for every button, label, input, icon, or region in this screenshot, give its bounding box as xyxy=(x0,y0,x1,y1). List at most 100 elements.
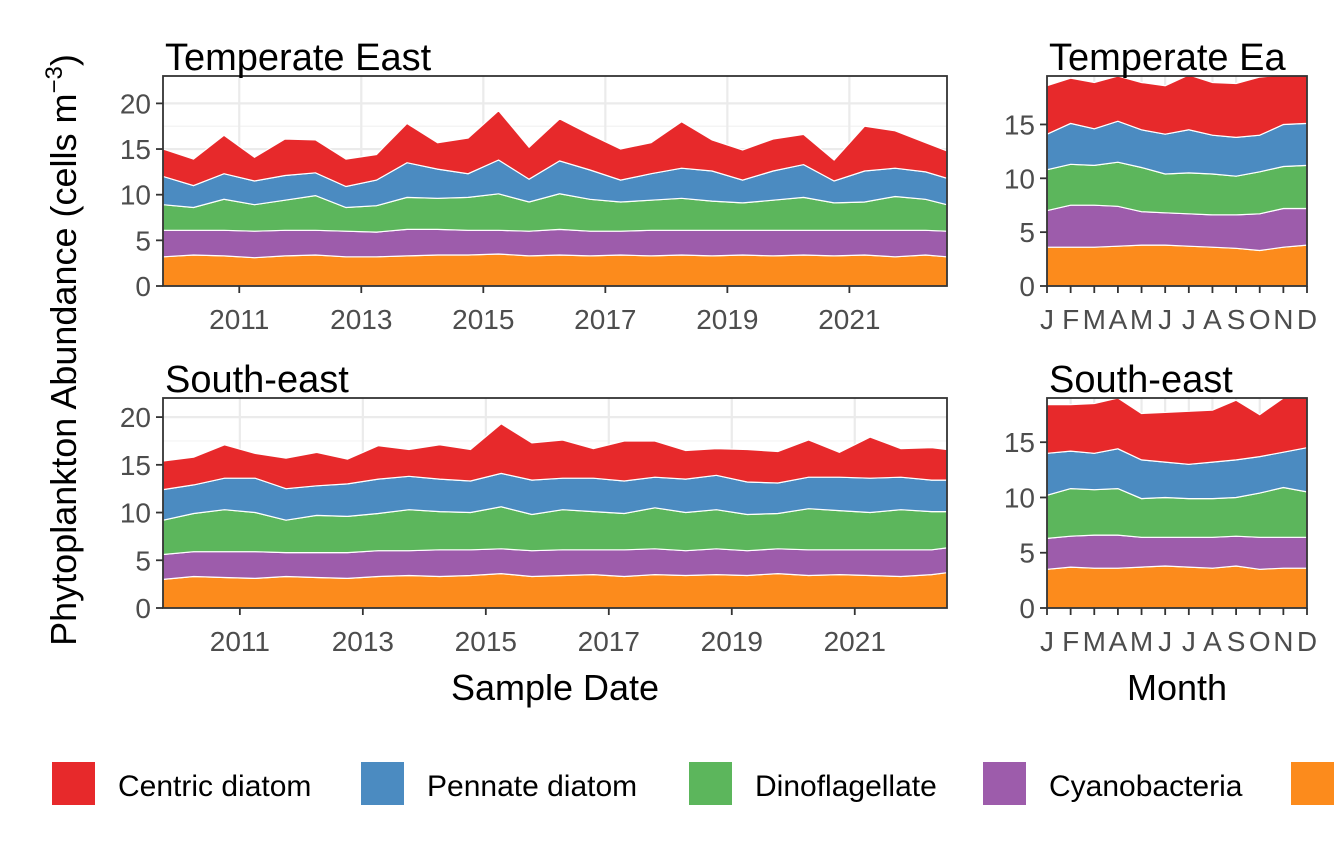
panel-temperate-east-timeseries: 0 5 10 15 20 2011 2013 2015 2017 2019 2021 Temperat… xyxy=(120,37,948,335)
x-tick-label: O xyxy=(1249,304,1271,335)
y-tick-label: 0 xyxy=(135,271,151,302)
x-tick-label: A xyxy=(1109,626,1128,657)
x-tick-label: 2021 xyxy=(818,304,880,335)
panel-border xyxy=(1046,75,1308,287)
legend-item: Centric diatom xyxy=(52,762,311,805)
x-tick-label: M xyxy=(1083,304,1106,335)
x-tick-label: F xyxy=(1062,626,1079,657)
x-tick-label: N xyxy=(1273,304,1293,335)
x-tick-label: 2015 xyxy=(452,304,514,335)
area-centric-diatom xyxy=(163,109,947,188)
x-tick-label: A xyxy=(1109,304,1128,335)
x-tick-label: 2019 xyxy=(696,304,758,335)
y-tick-label: 15 xyxy=(1004,109,1035,140)
x-tick-label: M xyxy=(1130,626,1153,657)
x-tick-label: J xyxy=(1158,304,1172,335)
x-tick-label: 2011 xyxy=(210,626,270,657)
area-unlabelled xyxy=(163,572,947,608)
stacked-areas xyxy=(163,423,947,608)
x-axis-title-month: Month xyxy=(1127,667,1227,708)
y-tick-label: 15 xyxy=(120,450,151,481)
panel-title-south-east-monthly: South-east xyxy=(1049,359,1233,401)
legend-label: Pennate diatom xyxy=(427,770,637,803)
x-tick-label: 2017 xyxy=(574,304,636,335)
y-tick-label: 15 xyxy=(120,134,151,165)
area-centric-diatom xyxy=(163,423,947,491)
x-tick-label: 2021 xyxy=(824,626,886,657)
legend-swatch xyxy=(52,762,95,805)
area-unlabelled xyxy=(1047,244,1307,286)
x-tick-label: 2013 xyxy=(332,626,394,657)
area-centric-diatom xyxy=(1047,76,1307,139)
stacked-areas xyxy=(163,109,947,286)
area-cyanobacteria xyxy=(1047,534,1307,570)
x-tick-label: J xyxy=(1182,304,1196,335)
panel-title-temperate-east-monthly: Temperate Ea xyxy=(1049,37,1286,79)
legend-swatch xyxy=(983,762,1026,805)
y-tick-label: 10 xyxy=(120,498,151,529)
x-tick-label: J xyxy=(1040,626,1054,657)
panel-border xyxy=(162,75,948,287)
x-tick-label: A xyxy=(1203,304,1222,335)
x-tick-label: D xyxy=(1297,304,1317,335)
legend: Centric diatom Pennate diatom Dinoflagella… xyxy=(52,762,1334,805)
legend-item xyxy=(1291,762,1334,805)
x-tick-label: J xyxy=(1158,626,1172,657)
x-tick-label: M xyxy=(1130,304,1153,335)
panel-border xyxy=(1046,397,1308,609)
x-tick-label: 2013 xyxy=(330,304,392,335)
x-tick-label: 2015 xyxy=(455,626,517,657)
legend-label: Dinoflagellate xyxy=(755,770,937,803)
x-tick-label: J xyxy=(1182,626,1196,657)
y-tick-label: 5 xyxy=(1019,217,1035,248)
y-axis-title-main: Phytoplankton Abundance (cells m xyxy=(43,94,84,646)
panel-border xyxy=(162,397,948,609)
stacked-areas xyxy=(1047,76,1307,286)
legend-item: Cyanobacteria xyxy=(983,762,1243,805)
legend-swatch xyxy=(361,762,404,805)
y-tick-label: 0 xyxy=(1019,593,1035,624)
legend-label: Cyanobacteria xyxy=(1049,770,1243,803)
y-tick-label: 10 xyxy=(120,180,151,211)
y-tick-label: 20 xyxy=(120,402,151,433)
y-tick-label: 0 xyxy=(1019,271,1035,302)
area-centric-diatom xyxy=(1047,398,1307,465)
x-tick-label: S xyxy=(1227,626,1246,657)
y-tick-label: 0 xyxy=(135,593,151,624)
x-tick-label: 2011 xyxy=(209,304,269,335)
y-tick-label: 10 xyxy=(1004,482,1035,513)
x-tick-label: A xyxy=(1203,626,1222,657)
x-tick-label: F xyxy=(1062,304,1079,335)
x-tick-label: S xyxy=(1227,304,1246,335)
x-tick-label: 2019 xyxy=(701,626,763,657)
stacked-areas xyxy=(1047,398,1307,608)
area-unlabelled xyxy=(1047,565,1307,608)
x-axis-title-sample-date: Sample Date xyxy=(451,667,659,708)
panel-title-south-east: South-east xyxy=(165,359,349,401)
y-tick-label: 10 xyxy=(1004,163,1035,194)
y-tick-label: 20 xyxy=(120,88,151,119)
y-tick-label: 5 xyxy=(135,545,151,576)
x-tick-label: D xyxy=(1297,626,1317,657)
panel-south-east-timeseries: 0 5 10 15 20 2011 2013 2015 2017 2019 2021 South-ea… xyxy=(120,359,948,657)
y-tick-label: 15 xyxy=(1004,427,1035,458)
legend-item: Dinoflagellate xyxy=(689,762,937,805)
area-cyanobacteria xyxy=(163,228,947,259)
y-axis-title-close: ) xyxy=(43,54,84,66)
legend-item: Pennate diatom xyxy=(361,762,637,805)
x-tick-label: O xyxy=(1249,626,1271,657)
y-tick-label: 5 xyxy=(1019,538,1035,569)
legend-swatch xyxy=(689,762,732,805)
x-tick-label: N xyxy=(1273,626,1293,657)
y-tick-label: 5 xyxy=(135,225,151,256)
x-tick-label: M xyxy=(1083,626,1106,657)
legend-label: Centric diatom xyxy=(118,770,311,803)
y-axis-title-superscript: −3 xyxy=(41,66,68,93)
x-tick-label: 2017 xyxy=(578,626,640,657)
y-axis-title: Phytoplankton Abundance (cells m−3) xyxy=(41,54,84,646)
panel-title-temperate-east: Temperate East xyxy=(165,37,432,79)
area-unlabelled xyxy=(163,253,947,286)
